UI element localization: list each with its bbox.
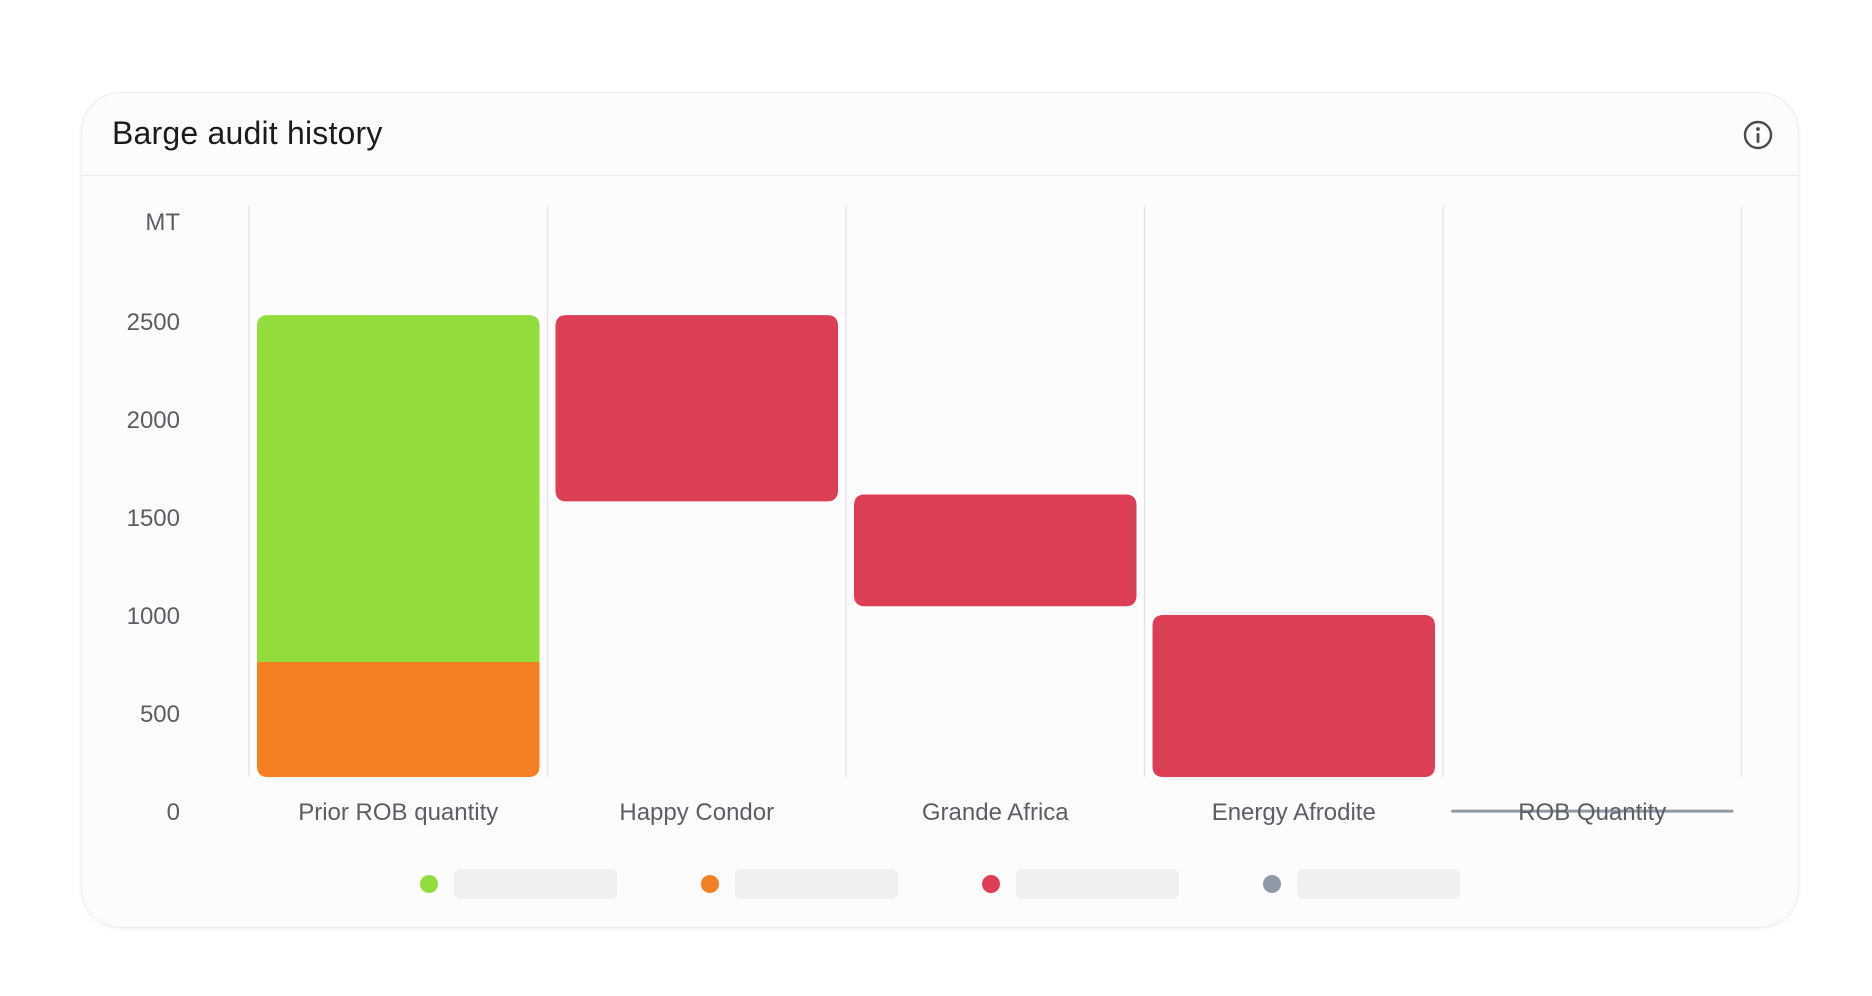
card-header: Barge audit history: [82, 93, 1798, 176]
y-tick-label: 0: [167, 799, 180, 826]
x-axis: Prior ROB quantity Happy Condor Grande Afr…: [298, 799, 1666, 826]
card-title: Barge audit history: [112, 115, 383, 151]
barge-audit-card: Barge audit history MT 0 500 1000 1500 2000 2…: [81, 92, 1799, 928]
legend-label: [454, 869, 617, 899]
info-icon[interactable]: [1742, 119, 1774, 151]
bar-segment[interactable]: [555, 315, 839, 502]
legend-swatch: [1263, 875, 1281, 893]
bar-segment[interactable]: [854, 494, 1137, 607]
legend-item[interactable]: [701, 869, 898, 899]
y-tick-label: 2000: [127, 407, 180, 434]
bar-segment[interactable]: [1451, 809, 1734, 813]
y-tick-label: 1000: [127, 603, 180, 630]
x-category-label: Energy Afrodite: [1212, 799, 1376, 826]
y-axis: MT 0 500 1000 1500 2000 2500: [127, 209, 181, 826]
x-category-label: Prior ROB quantity: [298, 799, 498, 826]
waterfall-chart: MT 0 500 1000 1500 2000 2500 Prior ROB quanti…: [127, 206, 1743, 826]
y-tick-label: 500: [140, 701, 180, 728]
y-tick-label: 1500: [127, 505, 180, 532]
bar-segment[interactable]: [1152, 615, 1436, 777]
bar-segment[interactable]: [257, 662, 540, 777]
chart-grid: [248, 206, 1743, 777]
legend-item[interactable]: [420, 869, 617, 899]
chart-legend: [82, 869, 1798, 899]
legend-swatch: [420, 875, 438, 893]
legend-item[interactable]: [982, 869, 1179, 899]
legend-label: [1297, 869, 1460, 899]
chart-bars: [257, 315, 1734, 813]
legend-item[interactable]: [1263, 869, 1460, 899]
x-category-label: Happy Condor: [619, 799, 774, 826]
y-axis-unit-label: MT: [145, 209, 180, 236]
x-category-label: ROB Quantity: [1518, 799, 1666, 826]
bar-segment[interactable]: [257, 315, 540, 663]
legend-label: [1016, 869, 1179, 899]
legend-swatch: [982, 875, 1000, 893]
legend-swatch: [701, 875, 719, 893]
legend-label: [735, 869, 898, 899]
y-tick-label: 2500: [127, 309, 180, 336]
x-category-label: Grande Africa: [922, 799, 1069, 826]
